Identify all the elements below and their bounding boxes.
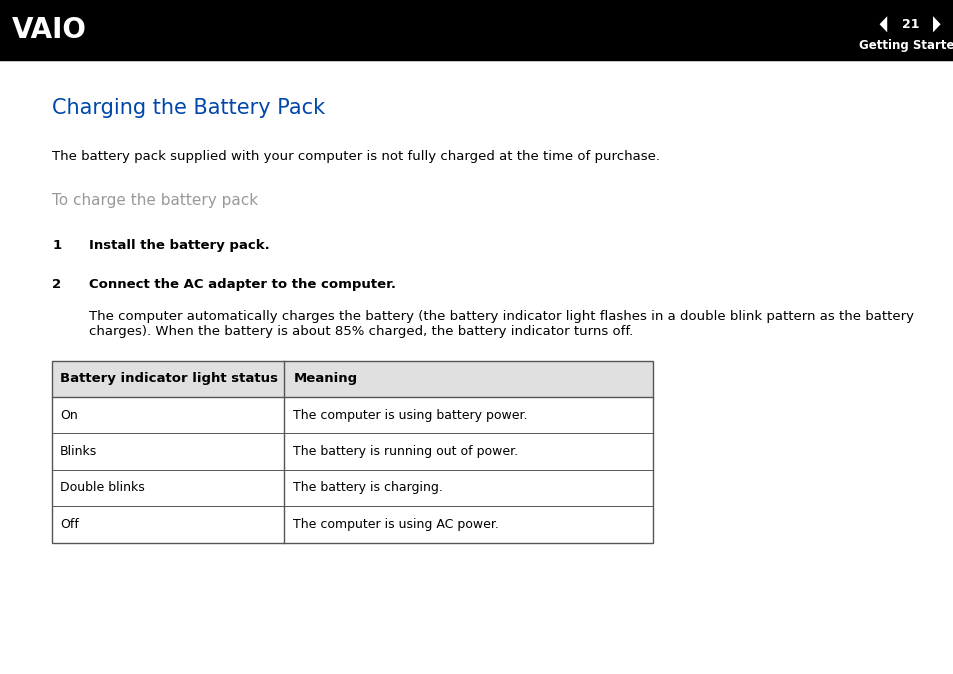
Text: The computer is using AC power.: The computer is using AC power. — [294, 518, 498, 531]
Text: Blinks: Blinks — [60, 445, 97, 458]
Text: Getting Started: Getting Started — [859, 39, 953, 52]
Bar — [52, 361, 653, 543]
Text: Install the battery pack.: Install the battery pack. — [89, 239, 269, 251]
Text: 2: 2 — [52, 278, 62, 290]
Text: The battery pack supplied with your computer is not fully charged at the time of: The battery pack supplied with your comp… — [52, 150, 659, 163]
Text: Meaning: Meaning — [294, 372, 357, 386]
Text: The computer is using battery power.: The computer is using battery power. — [294, 408, 527, 422]
Bar — [52, 361, 653, 397]
Bar — [0, 0, 953, 61]
Text: Charging the Battery Pack: Charging the Battery Pack — [52, 98, 325, 118]
Text: Connect the AC adapter to the computer.: Connect the AC adapter to the computer. — [89, 278, 395, 290]
Polygon shape — [879, 16, 886, 32]
Text: The battery is charging.: The battery is charging. — [294, 481, 443, 495]
Text: The computer automatically charges the battery (the battery indicator light flas: The computer automatically charges the b… — [89, 310, 913, 338]
Text: VAIO: VAIO — [11, 16, 86, 44]
Text: Off: Off — [60, 518, 79, 531]
Text: To charge the battery pack: To charge the battery pack — [52, 193, 258, 208]
Text: 1: 1 — [52, 239, 62, 251]
Text: The battery is running out of power.: The battery is running out of power. — [294, 445, 518, 458]
Text: 21: 21 — [902, 18, 919, 31]
Polygon shape — [932, 16, 940, 32]
Text: Double blinks: Double blinks — [60, 481, 145, 495]
Text: On: On — [60, 408, 78, 422]
Text: Battery indicator light status: Battery indicator light status — [60, 372, 278, 386]
